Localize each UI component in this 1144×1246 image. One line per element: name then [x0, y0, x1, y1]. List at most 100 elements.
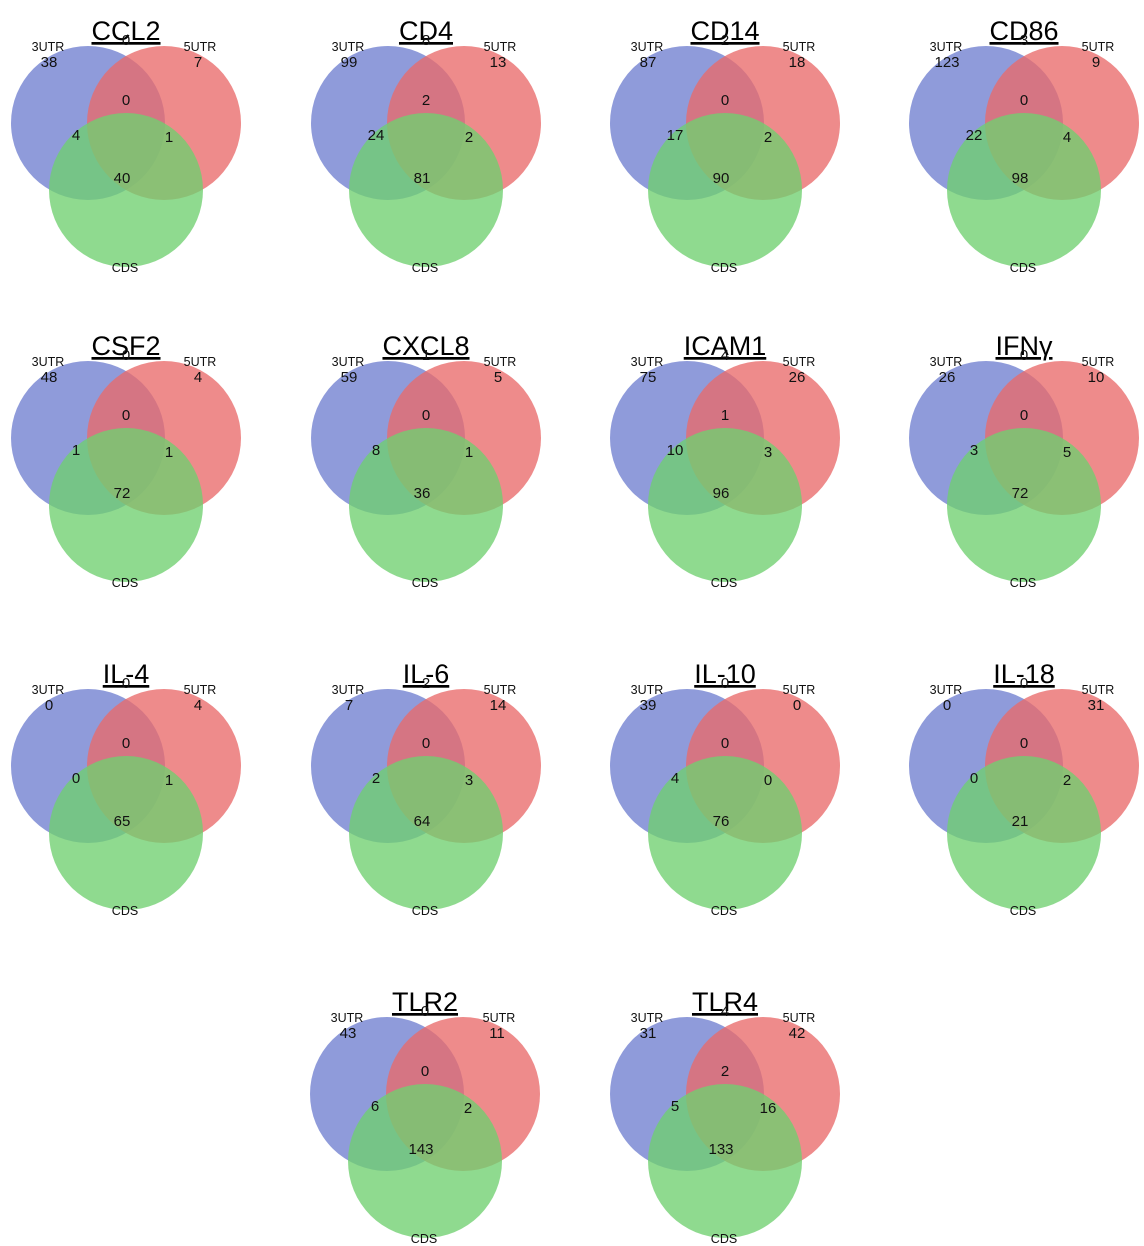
region-value-b-only: 4: [194, 369, 202, 386]
venn-ifn: IFNγ 3UTR 5UTR CDS 26 0 10 0 3 5 72: [909, 331, 1139, 590]
venn-title: IL-18: [993, 659, 1055, 689]
region-value-b-only: 10: [1088, 369, 1105, 386]
region-value-ab: 1: [422, 347, 430, 364]
set-label-5utr: 5UTR: [783, 355, 816, 369]
region-value-ab: 0: [1020, 347, 1028, 364]
set-label-cds: CDS: [112, 576, 138, 590]
region-value-ac: 4: [671, 770, 679, 787]
region-value-bc: 4: [1063, 129, 1071, 146]
region-value-ab: 4: [721, 347, 729, 364]
region-value-ac: 10: [667, 442, 684, 459]
venn-cd14: CD14 3UTR 5UTR CDS 87 2 18 0 17 2 90: [610, 16, 840, 275]
set-label-cds: CDS: [112, 904, 138, 918]
set-label-cds: CDS: [711, 904, 737, 918]
venn-title: IFNγ: [996, 331, 1053, 361]
region-value-abc: 0: [1020, 735, 1028, 752]
region-value-bc: 16: [760, 1100, 777, 1117]
region-value-a-only: 0: [45, 697, 53, 714]
region-value-b-only: 11: [489, 1025, 505, 1042]
region-value-b-only: 5: [494, 369, 502, 386]
cds-circle: [648, 1084, 802, 1238]
region-value-ac: 8: [372, 442, 380, 459]
venn-cxcl8: CXCL8 3UTR 5UTR CDS 59 1 5 0 8 1 36: [311, 331, 541, 590]
region-value-bc: 1: [165, 444, 173, 461]
region-value-bc: 1: [465, 444, 473, 461]
set-label-cds: CDS: [711, 261, 737, 275]
venn-title: IL-4: [103, 659, 150, 689]
cds-circle: [49, 113, 203, 267]
venn-title: CCL2: [91, 16, 160, 46]
region-value-b-only: 31: [1088, 697, 1105, 714]
set-label-cds: CDS: [412, 261, 438, 275]
region-value-abc: 1: [721, 407, 729, 424]
set-label-5utr: 5UTR: [483, 1011, 516, 1025]
venn-ccl2: CCL2 3UTR 5UTR CDS 38 0 7 0 4 1 40: [11, 16, 241, 275]
region-value-ac: 1: [72, 442, 80, 459]
region-value-ac: 0: [970, 770, 978, 787]
region-value-abc: 0: [422, 735, 430, 752]
set-label-cds: CDS: [711, 576, 737, 590]
region-value-b-only: 9: [1092, 54, 1100, 71]
region-value-ac: 4: [72, 127, 80, 144]
set-label-5utr: 5UTR: [484, 355, 517, 369]
set-label-5utr: 5UTR: [184, 40, 217, 54]
region-value-ab: 0: [122, 32, 130, 49]
region-value-b-only: 26: [789, 369, 806, 386]
set-label-3utr: 3UTR: [631, 355, 664, 369]
region-value-abc: 0: [721, 735, 729, 752]
venn-tlr2: TLR2 3UTR 5UTR CDS 43 0 11 0 6 2 143: [310, 987, 540, 1246]
cds-circle: [648, 113, 802, 267]
set-label-3utr: 3UTR: [331, 1011, 364, 1025]
region-value-bc: 3: [764, 444, 772, 461]
venn-title: CXCL8: [382, 331, 469, 361]
region-value-bc: 1: [165, 129, 173, 146]
set-label-cds: CDS: [412, 576, 438, 590]
cds-circle: [947, 756, 1101, 910]
set-label-cds: CDS: [112, 261, 138, 275]
region-value-bc: 2: [764, 129, 772, 146]
cds-circle: [947, 113, 1101, 267]
region-value-ab: 0: [122, 675, 130, 692]
region-value-abc: 0: [1020, 92, 1028, 109]
set-label-3utr: 3UTR: [930, 683, 963, 697]
region-value-ab: 0: [421, 1003, 429, 1020]
set-label-5utr: 5UTR: [184, 355, 217, 369]
region-value-ac: 22: [966, 127, 983, 144]
region-value-ab: 4: [721, 1003, 729, 1020]
region-value-ab: 0: [1020, 675, 1028, 692]
venn-il-4: IL-4 3UTR 5UTR CDS 0 0 4 0 0 1 65: [11, 659, 241, 918]
region-value-a-only: 0: [943, 697, 951, 714]
venn-il-6: IL-6 3UTR 5UTR CDS 7 2 14 0 2 3 64: [311, 659, 541, 918]
cds-circle: [947, 428, 1101, 582]
set-label-3utr: 3UTR: [930, 40, 963, 54]
region-value-c-only: 72: [1012, 485, 1029, 502]
cds-circle: [49, 756, 203, 910]
region-value-c-only: 90: [713, 170, 730, 187]
region-value-bc: 3: [465, 772, 473, 789]
venn-cd4: CD4 3UTR 5UTR CDS 99 8 13 2 24 2 81: [311, 16, 541, 275]
cds-circle: [349, 113, 503, 267]
region-value-a-only: 123: [934, 54, 959, 71]
region-value-bc: 1: [165, 772, 173, 789]
set-label-3utr: 3UTR: [32, 683, 65, 697]
region-value-b-only: 18: [789, 54, 806, 71]
region-value-a-only: 43: [340, 1025, 357, 1042]
region-value-b-only: 13: [490, 54, 507, 71]
region-value-b-only: 4: [194, 697, 202, 714]
region-value-c-only: 133: [708, 1141, 733, 1158]
region-value-ac: 2: [372, 770, 380, 787]
region-value-c-only: 76: [713, 813, 730, 830]
cds-circle: [648, 428, 802, 582]
region-value-ab: 2: [422, 675, 430, 692]
region-value-a-only: 48: [41, 369, 58, 386]
region-value-ac: 24: [368, 127, 385, 144]
region-value-ac: 5: [671, 1098, 679, 1115]
region-value-a-only: 59: [341, 369, 358, 386]
set-label-3utr: 3UTR: [631, 40, 664, 54]
region-value-a-only: 31: [640, 1025, 657, 1042]
region-value-abc: 2: [721, 1063, 729, 1080]
cds-circle: [349, 428, 503, 582]
region-value-bc: 2: [465, 129, 473, 146]
set-label-5utr: 5UTR: [1082, 355, 1115, 369]
